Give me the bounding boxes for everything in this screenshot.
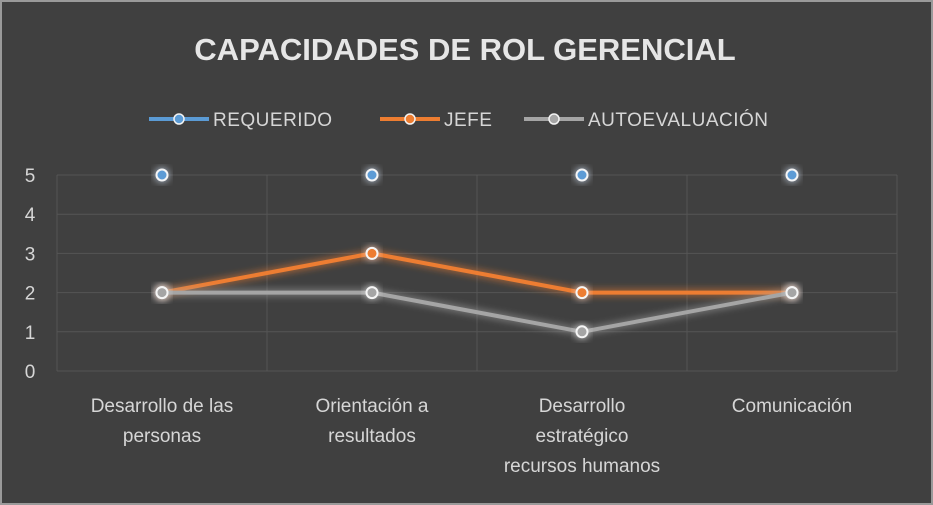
x-tick-label: Comunicación (732, 396, 852, 417)
series-path (162, 290, 793, 334)
legend-item: JEFE (380, 110, 492, 131)
data-point (575, 325, 589, 339)
svg-text:JEFE: JEFE (444, 110, 492, 131)
legend-item: REQUERIDO (149, 110, 333, 131)
data-point (155, 286, 169, 300)
data-point (365, 286, 379, 300)
series-line (155, 286, 799, 339)
y-tick-label: 3 (25, 244, 36, 265)
data-point (575, 168, 589, 182)
svg-text:AUTOEVALUACIÓN: AUTOEVALUACIÓN (588, 109, 769, 131)
data-point (365, 168, 379, 182)
y-tick-label: 4 (25, 205, 36, 226)
series-path (161, 251, 792, 295)
x-axis-ticks: Desarrollo de las personas Orientación a re… (91, 396, 852, 477)
x-tick-label: Orientación a resultados (315, 396, 428, 447)
chart-title: CAPACIDADES DE ROL GERENCIAL (194, 32, 735, 67)
data-point (365, 246, 379, 260)
legend-item: AUTOEVALUACIÓN (524, 109, 769, 131)
series-line (155, 168, 799, 182)
data-point (575, 286, 589, 300)
data-point (785, 168, 799, 182)
legend: REQUERIDO JEFE AUTOEVALUACIÓN (149, 109, 769, 131)
data-point (155, 168, 169, 182)
data-point (785, 286, 799, 300)
y-tick-label: 2 (25, 284, 36, 305)
y-tick-label: 0 (25, 362, 36, 383)
y-tick-label: 5 (25, 166, 36, 187)
y-tick-label: 1 (25, 323, 36, 344)
series-lines (155, 168, 799, 339)
x-tick-label: Desarrollo estratégico recursos humanos (504, 396, 660, 477)
y-axis-ticks: 0 1 2 3 4 5 (25, 166, 36, 383)
x-tick-label: Desarrollo de las personas (91, 396, 234, 447)
svg-text:REQUERIDO: REQUERIDO (213, 110, 333, 131)
